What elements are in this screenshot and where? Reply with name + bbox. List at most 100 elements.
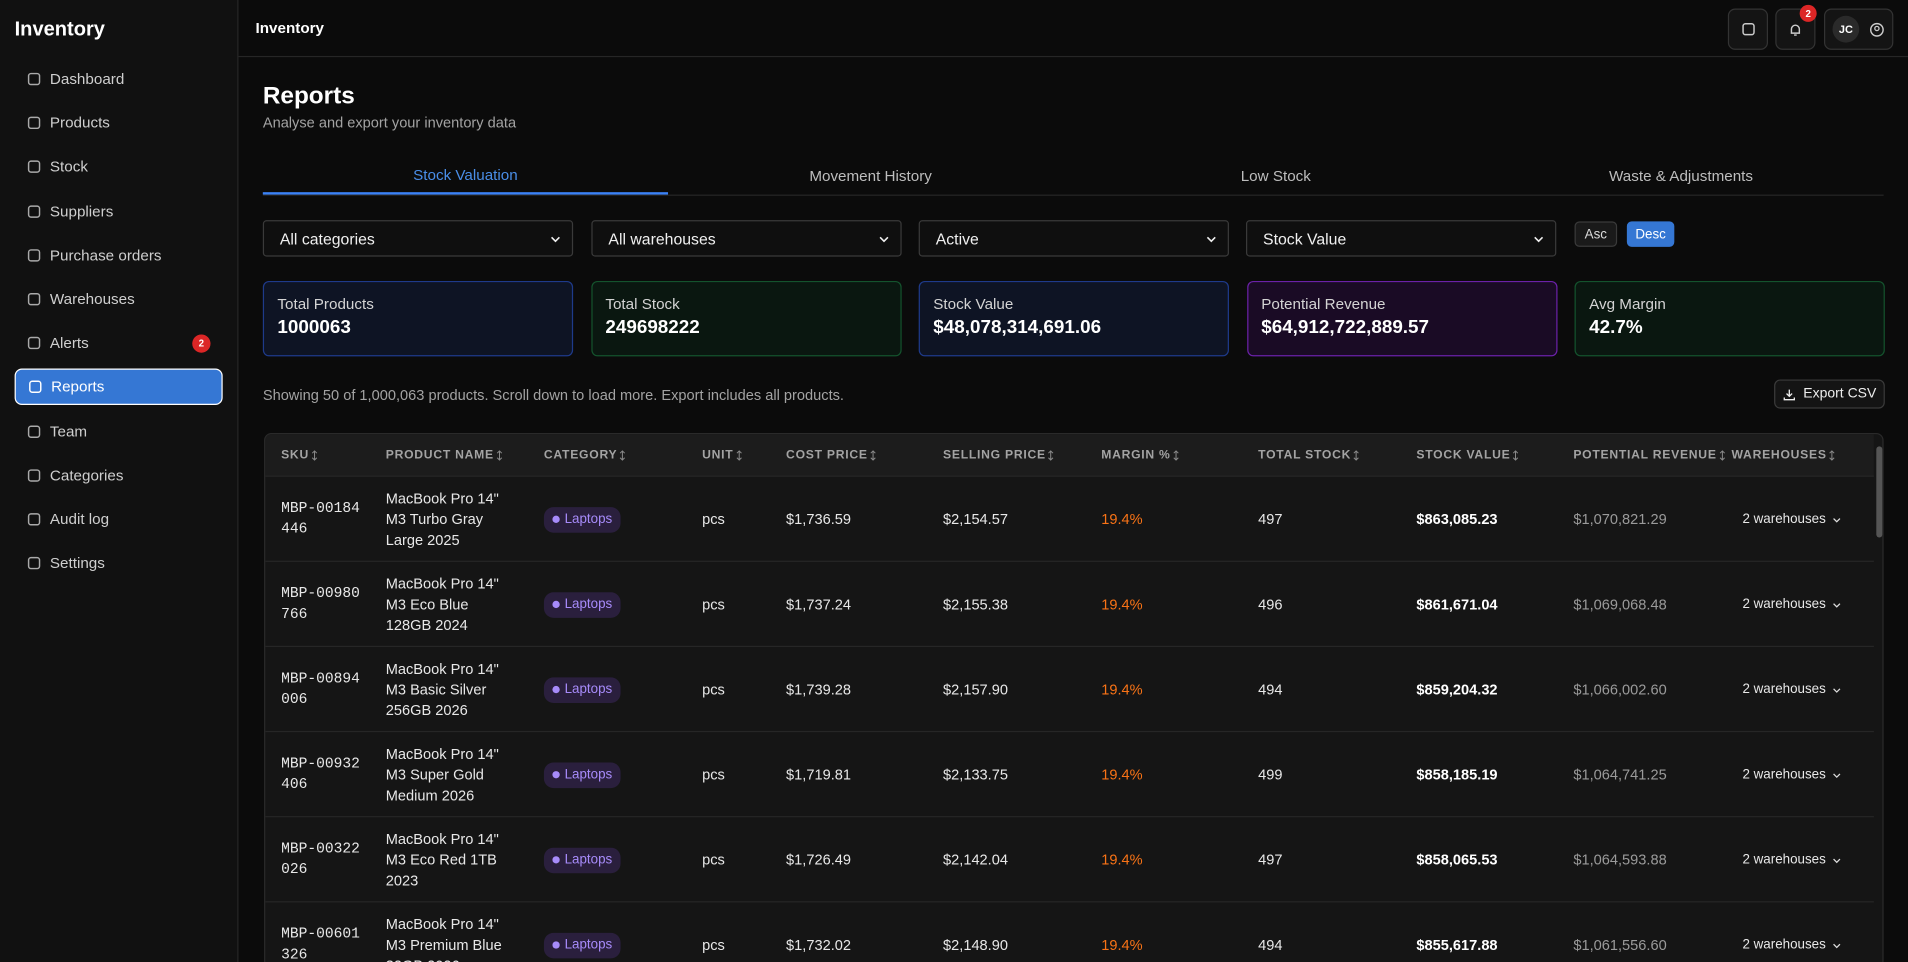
header-bar xyxy=(238,0,1908,58)
column-header[interactable]: SELLING PRICE xyxy=(943,434,1057,475)
cell-text: $1,726.49 xyxy=(786,850,852,868)
warehouses-toggle[interactable]: 2 warehouses xyxy=(1742,935,1841,956)
nav-item[interactable]: Purchase orders xyxy=(15,237,223,273)
table-cell: MacBook Pro 14" M3 Basic Silver 256GB 20… xyxy=(386,647,508,732)
table-cell: 499 xyxy=(1258,732,1282,817)
table-cell: $1,061,556.60 xyxy=(1573,902,1666,962)
stat-value: $48,078,314,691.06 xyxy=(933,317,1102,339)
nav-item[interactable]: Audit log xyxy=(15,501,223,537)
chev-icon xyxy=(879,236,889,242)
column-header[interactable]: COST PRICE xyxy=(786,434,879,475)
table-cell: 494 xyxy=(1258,902,1282,962)
sort-icon xyxy=(496,449,502,461)
sort-button[interactable]: Asc xyxy=(1574,221,1618,247)
nav-item[interactable]: Alerts 2 xyxy=(15,325,223,361)
account-button[interactable]: JC xyxy=(1823,8,1894,50)
nav-item[interactable]: Settings xyxy=(15,545,223,581)
chev-icon xyxy=(551,236,560,242)
table-cell: MBP-00932406 xyxy=(281,732,366,817)
table-cell: pcs xyxy=(702,732,725,817)
table-cell: MacBook Pro 14" M3 Eco Blue 128GB 2024 xyxy=(386,562,508,647)
tab[interactable]: Movement History xyxy=(809,167,932,185)
chip-dot xyxy=(552,600,560,609)
table-cell: MacBook Pro 14" M3 Premium Blue 32GB 202… xyxy=(386,902,508,962)
category-chip: Laptops xyxy=(543,676,621,703)
warehouses-toggle[interactable]: 2 warehouses xyxy=(1742,850,1841,871)
column-header[interactable]: UNIT xyxy=(702,434,744,475)
table-cell: $1,726.49 xyxy=(786,817,851,902)
table-cell: 494 xyxy=(1258,647,1282,732)
cell-text: 494 xyxy=(1258,680,1283,698)
chev-icon xyxy=(1832,772,1840,778)
table-cell: 19.4% xyxy=(1101,562,1142,647)
filter-select[interactable]: Stock Value xyxy=(1246,220,1557,257)
sku: MBP-00932406 xyxy=(281,755,360,793)
sku: MBP-00322026 xyxy=(281,840,360,879)
nav-item[interactable]: Suppliers xyxy=(15,193,223,229)
cell-text: $1,719.81 xyxy=(786,765,852,783)
column-header[interactable]: SKU xyxy=(281,434,320,475)
margin: 19.4% xyxy=(1101,850,1143,868)
warehouses-toggle[interactable]: 2 warehouses xyxy=(1742,509,1841,530)
nav-item[interactable]: Team xyxy=(15,413,223,449)
export-button[interactable]: Export CSV xyxy=(1774,379,1885,409)
sort-icon xyxy=(1719,449,1725,461)
column-header[interactable]: PRODUCT NAME xyxy=(386,434,505,475)
table-row: MBP-00322026 MacBook Pro 14" M3 Eco Red 1… xyxy=(265,816,1874,901)
table-cell: 2 warehouses xyxy=(1732,902,1842,962)
nav-label: Purchase orders xyxy=(49,246,162,264)
column-header[interactable]: POTENTIAL REVENUE xyxy=(1573,434,1727,475)
column-header[interactable]: STOCK VALUE xyxy=(1416,434,1521,475)
table-cell: 2 warehouses xyxy=(1732,647,1842,732)
table-cell: MBP-00980766 xyxy=(281,562,366,647)
tab[interactable]: Waste & Adjustments xyxy=(1609,167,1754,185)
device-button[interactable] xyxy=(1727,8,1769,50)
warehouses-toggle[interactable]: 2 warehouses xyxy=(1742,764,1841,785)
nav-item[interactable]: Warehouses xyxy=(15,281,223,317)
nav-item[interactable]: Dashboard xyxy=(15,61,223,97)
table-cell: MBP-00184446 xyxy=(281,477,366,562)
chev-icon xyxy=(1832,687,1840,693)
notification-button[interactable]: 2 xyxy=(1775,4,1817,50)
table-cell: pcs xyxy=(702,902,725,962)
warehouses-toggle[interactable]: 2 warehouses xyxy=(1742,679,1841,700)
product-name: MacBook Pro 14" M3 Eco Blue 128GB 2024 xyxy=(385,574,499,634)
product-name: MacBook Pro 14" M3 Super Gold Medium 202… xyxy=(385,744,499,804)
table-cell: 19.4% xyxy=(1101,647,1142,732)
column-header[interactable]: CATEGORY xyxy=(544,434,628,475)
cell-text: pcs xyxy=(702,765,725,783)
nav-item[interactable]: Categories xyxy=(15,457,223,493)
chev-icon xyxy=(1206,236,1216,242)
column-header[interactable]: WAREHOUSES xyxy=(1732,434,1838,475)
table-row: MBP-00601326 MacBook Pro 14" M3 Premium B… xyxy=(265,901,1874,962)
box-icon xyxy=(27,425,41,438)
category-chip: Laptops xyxy=(543,591,621,618)
category-chip: Laptops xyxy=(543,761,621,788)
box-icon xyxy=(29,381,42,394)
filter-select[interactable]: All categories xyxy=(262,220,574,257)
column-header[interactable]: MARGIN % xyxy=(1101,434,1181,475)
nav-item[interactable]: Products xyxy=(15,105,223,141)
category-chip: Laptops xyxy=(543,847,621,873)
tab[interactable]: Stock Valuation xyxy=(262,158,669,195)
category-label: Laptops xyxy=(564,851,613,867)
warehouses-label: 2 warehouses xyxy=(1742,681,1826,697)
column-header[interactable]: TOTAL STOCK xyxy=(1258,434,1362,475)
stat-card: Avg Margin 42.7% xyxy=(1574,280,1885,357)
table-cell: $858,185.19 xyxy=(1416,732,1497,817)
filter-select[interactable]: All warehouses xyxy=(591,220,902,257)
sort-icon xyxy=(1173,449,1179,461)
box-icon xyxy=(27,116,41,130)
chev-icon xyxy=(1832,517,1840,523)
column-label: PRODUCT NAME xyxy=(385,448,494,462)
sort-button[interactable]: Desc xyxy=(1626,221,1675,247)
tab[interactable]: Low Stock xyxy=(1240,167,1311,185)
scrollbar xyxy=(1876,446,1883,538)
warehouses-label: 2 warehouses xyxy=(1742,851,1826,867)
filter-select[interactable]: Active xyxy=(918,220,1229,257)
cell-text: $2,142.04 xyxy=(943,850,1008,868)
nav-item[interactable]: Stock xyxy=(15,149,223,185)
warehouses-toggle[interactable]: 2 warehouses xyxy=(1742,594,1841,615)
product-name: MacBook Pro 14" M3 Premium Blue 32GB 202… xyxy=(385,915,502,962)
nav-item[interactable]: Reports xyxy=(14,368,223,406)
